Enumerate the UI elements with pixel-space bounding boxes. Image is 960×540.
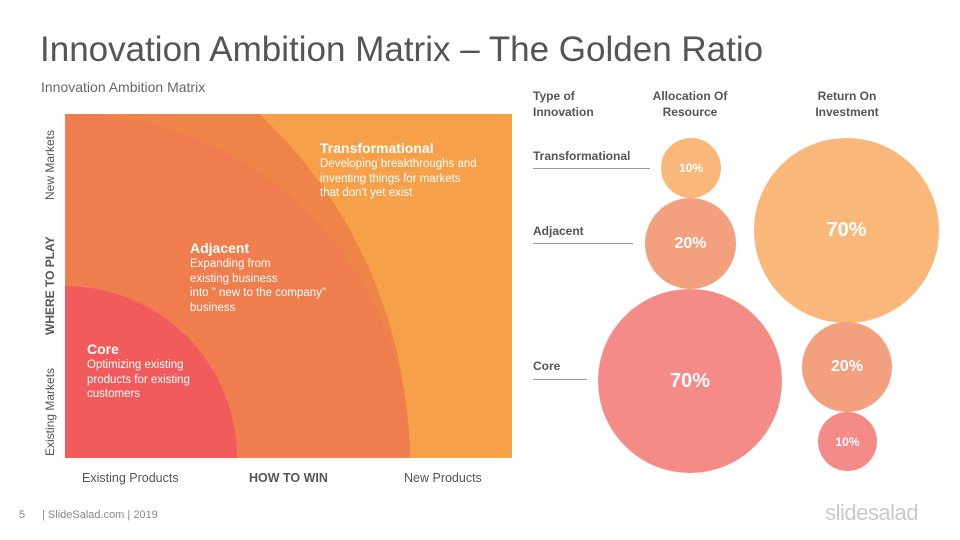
zone-transformational-desc-2: inventing things for markets: [320, 172, 461, 185]
zone-core-desc-1: Optimizing existing: [87, 359, 184, 371]
zone-adjacent-title: Adjacent: [190, 240, 250, 256]
footer-credit: | SlideSalad.com | 2019: [42, 509, 158, 521]
header-alloc-line2: Resource: [662, 105, 718, 119]
header-allocation: Allocation Of Resource: [640, 88, 740, 120]
zone-transformational-desc-3: that don't yet exist: [320, 187, 413, 199]
zone-core-title: Core: [87, 341, 119, 357]
zone-core-desc-3: customers: [87, 388, 141, 400]
header-roi-line1: Return On: [817, 89, 877, 103]
zone-core-text: Core Optimizing existing products for ex…: [87, 340, 190, 402]
allocation-circle-core: 70%: [598, 289, 782, 473]
zone-core-desc-2: products for existing: [87, 373, 190, 386]
y-axis-bottom-label: Existing Markets: [43, 367, 57, 456]
x-axis-left-label: Existing Products: [82, 471, 179, 485]
header-type-of-innovation: Type of Innovation: [533, 88, 594, 120]
page-number: 5: [19, 509, 26, 521]
roi-circle-transformational: 70%: [754, 138, 939, 323]
header-alloc-line1: Allocation Of: [652, 89, 728, 103]
zone-adjacent-desc-1: Expanding from: [190, 258, 271, 270]
ambition-matrix: Transformational Developing breakthrough…: [65, 114, 512, 458]
zone-adjacent-desc-4: business: [190, 301, 236, 314]
header-roi-line2: Investment: [815, 105, 879, 119]
row-label-core: Core: [533, 359, 561, 373]
allocation-circle-adjacent: 20%: [645, 198, 736, 289]
y-axis-top-label: New Markets: [43, 129, 57, 200]
allocation-circle-transformational: 10%: [661, 138, 721, 198]
zone-transformational-text: Transformational Developing breakthrough…: [320, 139, 477, 201]
header-type-line1: Type of: [533, 89, 575, 103]
zone-adjacent-desc-2: existing business: [190, 272, 278, 285]
row-divider-adjacent: [533, 243, 633, 244]
row-divider-core: [533, 379, 587, 380]
zone-adjacent-text: Adjacent Expanding from existing busines…: [190, 239, 326, 315]
x-axis-right-label: New Products: [404, 471, 482, 485]
zone-transformational-desc-1: Developing breakthroughs and: [320, 158, 477, 170]
zone-transformational-title: Transformational: [320, 140, 434, 156]
header-type-line2: Innovation: [533, 105, 594, 119]
roi-circle-adjacent: 20%: [802, 322, 892, 412]
zone-adjacent-desc-3: into " new to the company": [190, 287, 327, 299]
slidesalad-logo: slidesalad: [825, 500, 918, 525]
row-divider-transformational: [533, 168, 650, 169]
page-title: Innovation Ambition Matrix – The Golden …: [40, 30, 764, 69]
header-roi: Return On Investment: [797, 88, 897, 120]
x-axis-title: HOW TO WIN: [249, 471, 328, 485]
row-label-adjacent: Adjacent: [533, 224, 584, 238]
row-label-transformational: Transformational: [533, 149, 631, 163]
y-axis-title: WHERE TO PLAY: [43, 236, 57, 335]
roi-circle-core: 10%: [818, 412, 877, 471]
page-subtitle: Innovation Ambition Matrix: [41, 79, 206, 95]
